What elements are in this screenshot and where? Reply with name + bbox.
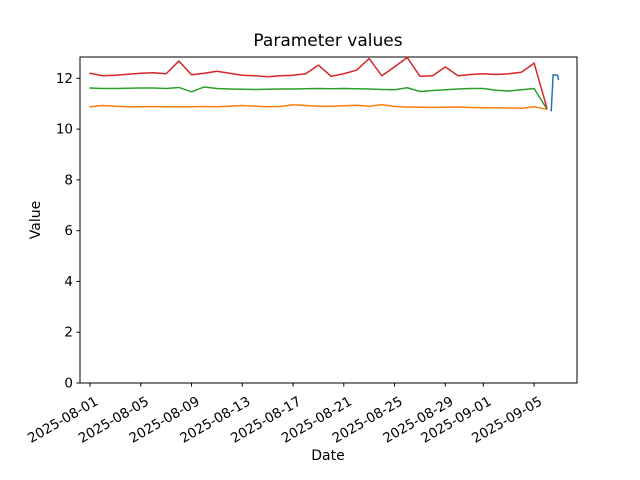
line-series-red [89,56,548,109]
x-axis-label: Date [311,448,344,464]
chart-title: Parameter values [253,31,402,51]
y-axis-label: Value [28,201,44,239]
y-tick-label: 0 [64,376,73,392]
y-tick-label: 6 [64,223,73,239]
y-tick-label: 12 [56,71,73,87]
line-series-green [89,86,548,110]
y-tick-label: 4 [64,274,73,290]
axes-frame [79,56,578,384]
line-series-blue [550,74,560,112]
y-tick-label: 2 [64,325,73,341]
line-series-orange [89,103,548,111]
y-tick-label: 8 [64,172,73,188]
y-tick-label: 10 [56,122,73,138]
